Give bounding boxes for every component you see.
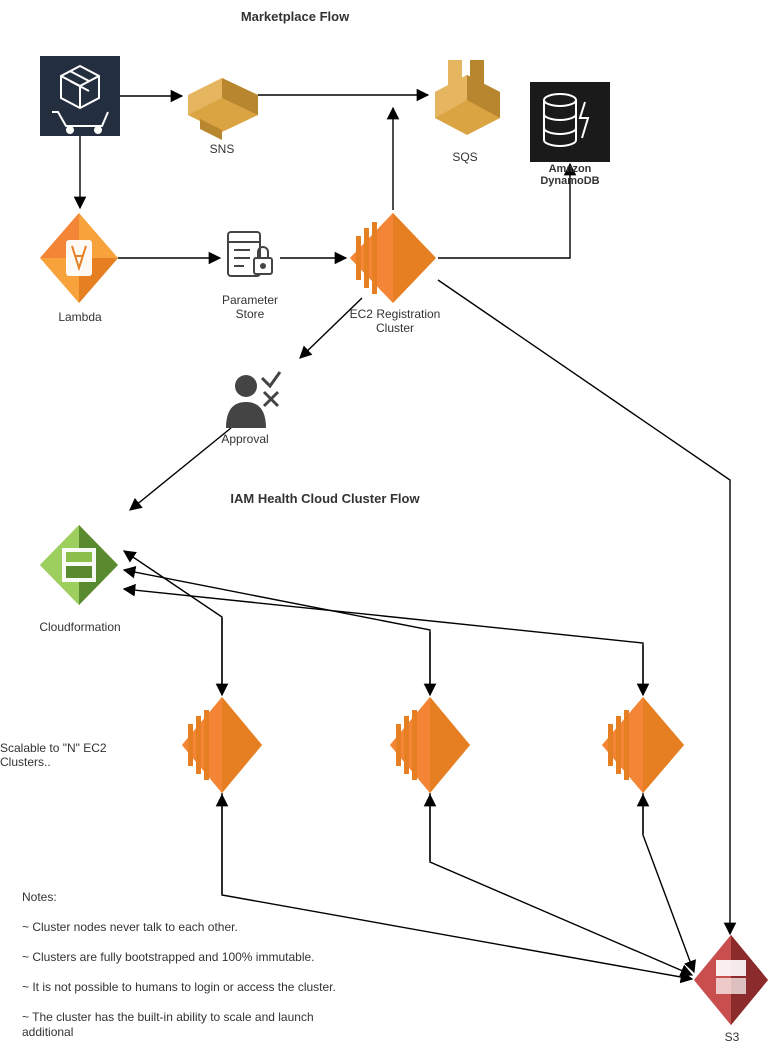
parameter-store-icon [228, 232, 272, 276]
ec2-cluster-3-icon [602, 697, 684, 793]
label-lambda: Lambda [50, 310, 110, 324]
notes-line-3: ~ The cluster has the built-in ability t… [22, 1010, 314, 1039]
sqs-icon [435, 60, 500, 135]
label-dynamodb: Amazon DynamoDB [525, 163, 615, 187]
ec2-cluster-2-icon [390, 697, 470, 793]
label-cloudformation: Cloudformation [30, 620, 130, 634]
marketplace-icon [40, 56, 120, 136]
sns-icon [188, 78, 258, 140]
notes-block: Notes: ~ Cluster nodes never talk to eac… [22, 875, 362, 1045]
cloudformation-icon [40, 525, 118, 605]
s3-icon [694, 935, 768, 1025]
lambda-icon [40, 213, 118, 303]
ec2-registration-cluster-icon [350, 213, 436, 303]
dynamodb-icon [530, 82, 610, 162]
notes-line-2: ~ It is not possible to humans to login … [22, 980, 336, 994]
label-sqs: SQS [445, 150, 485, 164]
notes-line-0: ~ Cluster nodes never talk to each other… [22, 920, 238, 934]
label-scalable: Scalable to "N" EC2 Clusters.. [0, 741, 160, 769]
label-s3: S3 [715, 1030, 749, 1044]
approval-icon [226, 372, 280, 428]
label-approval: Approval [215, 432, 275, 446]
label-sns: SNS [200, 142, 244, 156]
notes-header: Notes: [22, 890, 57, 904]
label-parameter-store: Parameter Store [215, 293, 285, 321]
label-ec2-registration: EC2 Registration Cluster [340, 307, 450, 335]
ec2-cluster-1-icon [182, 697, 262, 793]
title-iam-cluster-flow: IAM Health Cloud Cluster Flow [215, 491, 435, 506]
title-marketplace-flow: Marketplace Flow [215, 9, 375, 24]
notes-line-1: ~ Clusters are fully bootstrapped and 10… [22, 950, 315, 964]
